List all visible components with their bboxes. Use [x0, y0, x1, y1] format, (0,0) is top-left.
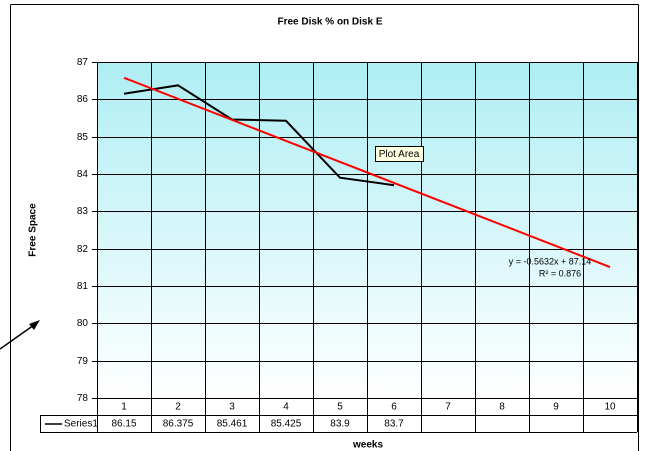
- x-tick-label: 7: [445, 402, 451, 413]
- y-axis-label: Free Space: [28, 203, 39, 257]
- table-value: 85.461: [217, 419, 248, 430]
- chart-title: Free Disk % on Disk E: [277, 17, 382, 28]
- y-tick-label: 87: [77, 57, 89, 68]
- x-tick-label: 5: [337, 402, 343, 413]
- table-value: 86.375: [163, 419, 194, 430]
- y-tick-label: 84: [77, 169, 89, 180]
- x-tick-label: 4: [283, 402, 289, 413]
- legend-label: Series1: [64, 419, 98, 430]
- y-tick-label: 85: [77, 132, 89, 143]
- y-tick-label: 83: [77, 206, 89, 217]
- trendline-r2: R² = 0.876: [539, 268, 581, 278]
- trendline: [123, 76, 611, 268]
- table-value: 86.15: [111, 419, 136, 430]
- y-tick-label: 81: [77, 281, 89, 292]
- pointer-arrow: [0, 320, 40, 350]
- x-tick-label: 1: [121, 402, 127, 413]
- series-line: [123, 84, 395, 187]
- plot-border: [97, 62, 638, 399]
- tooltip-text: Plot Area: [379, 149, 420, 160]
- x-tick-label: 10: [604, 402, 616, 413]
- x-tick-label: 6: [391, 402, 397, 413]
- y-tick-label: 86: [77, 94, 89, 105]
- chart-frame: [10, 4, 639, 451]
- x-tick-label: 8: [499, 402, 505, 413]
- trendline-equation: y = -0.5632x + 87.14: [509, 256, 592, 266]
- table-value: 83.7: [384, 419, 404, 430]
- x-tick-label: 9: [553, 402, 559, 413]
- y-tick-label: 79: [77, 356, 89, 367]
- y-tick-label: 82: [77, 244, 89, 255]
- y-tick-label: 78: [77, 393, 89, 404]
- tooltip-box: [375, 146, 424, 162]
- x-tick-label: 2: [175, 402, 181, 413]
- arrow-shaft: [0, 324, 35, 350]
- arrow-head: [29, 320, 40, 330]
- table-value: 83.9: [330, 419, 350, 430]
- x-tick-label: 3: [229, 402, 235, 413]
- x-axis-label: weeks: [352, 440, 383, 451]
- y-tick-label: 80: [77, 318, 89, 329]
- table-value: 85.425: [271, 419, 302, 430]
